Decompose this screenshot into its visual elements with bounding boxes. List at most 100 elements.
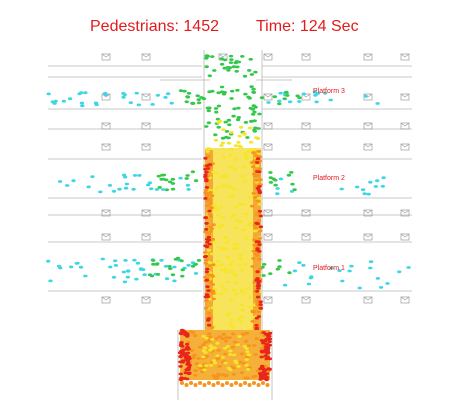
pedestrian-dot (121, 173, 127, 177)
pedestrian-dot (233, 281, 239, 285)
pedestrian-dot (230, 261, 235, 264)
pedestrian-dot (207, 232, 212, 236)
pedestrian-dot (191, 331, 196, 335)
pedestrian-dot (244, 154, 249, 158)
pedestrian-dot (169, 101, 174, 105)
pedestrian-dot (201, 355, 206, 359)
pedestrian-dot (258, 367, 263, 371)
pedestrian-dot (178, 344, 184, 347)
pedestrian-dot (247, 196, 253, 200)
pedestrian-dot (184, 368, 189, 372)
pedestrian-dot (234, 69, 239, 73)
pedestrian-dot (234, 381, 238, 385)
train-door-icon (400, 122, 410, 127)
pedestrian-dot (155, 93, 161, 97)
train-door-icon (363, 296, 373, 301)
pedestrian-dot (260, 350, 265, 354)
pedestrian-dot (224, 130, 230, 133)
pedestrian-dot (243, 121, 249, 124)
pedestrian-dot (278, 177, 284, 181)
pedestrian-dot (249, 85, 254, 88)
pedestrian-dot (193, 262, 198, 266)
pedestrian-dot (203, 261, 208, 265)
pedestrian-dot (194, 362, 200, 365)
train-door-icon (141, 122, 151, 130)
pedestrian-dot (235, 65, 240, 69)
pedestrian-dot (223, 120, 228, 124)
pedestrian-dot (272, 95, 277, 99)
pedestrian-dot (256, 283, 261, 287)
pedestrian-dot (207, 242, 212, 246)
pedestrian-dot (206, 273, 212, 277)
pedestrian-dot (239, 258, 244, 261)
pedestrian-dot (220, 184, 225, 188)
pedestrian-dot (211, 359, 217, 362)
pedestrian-dot (267, 343, 272, 347)
pedestrian-dot (368, 260, 374, 264)
pedestrian-dot (238, 220, 243, 223)
pedestrian-dot (185, 174, 190, 177)
pedestrian-dot (243, 180, 248, 183)
train-door-icon (263, 93, 273, 101)
pedestrian-dot (255, 369, 261, 373)
pedestrian-dot (250, 309, 255, 313)
pedestrian-dot (204, 306, 209, 310)
pedestrian-dot (206, 121, 212, 125)
pedestrian-dot (227, 123, 232, 127)
train-door-icon (363, 143, 373, 148)
pedestrian-dot (380, 184, 385, 188)
pedestrian-dot (254, 323, 259, 327)
pedestrian-dot (203, 156, 208, 160)
train-door-icon (363, 209, 373, 214)
pedestrian-dot (216, 104, 222, 108)
pedestrian-dot (203, 341, 208, 344)
pedestrian-dot (170, 187, 176, 191)
pedestrian-dot (190, 264, 196, 268)
pedestrian-dot (170, 273, 176, 277)
pedestrian-dot (80, 104, 85, 108)
train-door-icon (141, 93, 151, 98)
pedestrian-dot (123, 186, 129, 190)
pedestrian-dot (180, 268, 185, 272)
pedestrian-dot (205, 150, 210, 153)
train-door-icon (101, 53, 111, 58)
pedestrian-dot (196, 98, 201, 101)
pedestrian-dot (98, 190, 103, 194)
train-door-icon (363, 143, 373, 151)
pedestrian-dot (123, 259, 128, 262)
pedestrians-label: Pedestrians: (90, 18, 179, 35)
pedestrian-dot (94, 103, 99, 107)
train-door-icon (400, 233, 410, 241)
pedestrian-dot (208, 188, 213, 192)
pedestrian-dot (255, 164, 260, 168)
pedestrian-dot (249, 119, 254, 123)
pedestrian-dot (277, 99, 282, 103)
pedestrian-dot (231, 247, 236, 251)
pedestrian-dot (163, 96, 168, 99)
pedestrian-dot (362, 192, 367, 196)
pedestrian-dot (248, 222, 253, 225)
train-door-icon (101, 209, 111, 217)
pedestrian-dot (236, 141, 241, 144)
pedestrian-dot (258, 306, 263, 310)
pedestrian-dot (252, 195, 258, 199)
pedestrian-dot (250, 265, 255, 268)
pedestrian-dot (208, 344, 213, 348)
pedestrian-dot (247, 69, 252, 72)
pedestrian-dot (219, 144, 224, 147)
pedestrian-dot (259, 96, 265, 99)
pedestrian-dot (226, 118, 232, 122)
pedestrian-dot (193, 272, 199, 275)
pedestrian-dot (225, 256, 231, 259)
pedestrian-dot (235, 246, 240, 250)
train-door-icon (400, 143, 410, 148)
pedestrian-dot (238, 125, 244, 129)
train-door-icon (101, 233, 111, 238)
pedestrian-dot (213, 107, 219, 110)
pedestrian-dot (244, 347, 249, 350)
pedestrian-dot (202, 368, 207, 372)
pedestrian-dot (108, 265, 113, 269)
pedestrian-dot (375, 179, 380, 183)
pedestrian-dot (222, 235, 228, 239)
pedestrian-dot (220, 216, 225, 220)
